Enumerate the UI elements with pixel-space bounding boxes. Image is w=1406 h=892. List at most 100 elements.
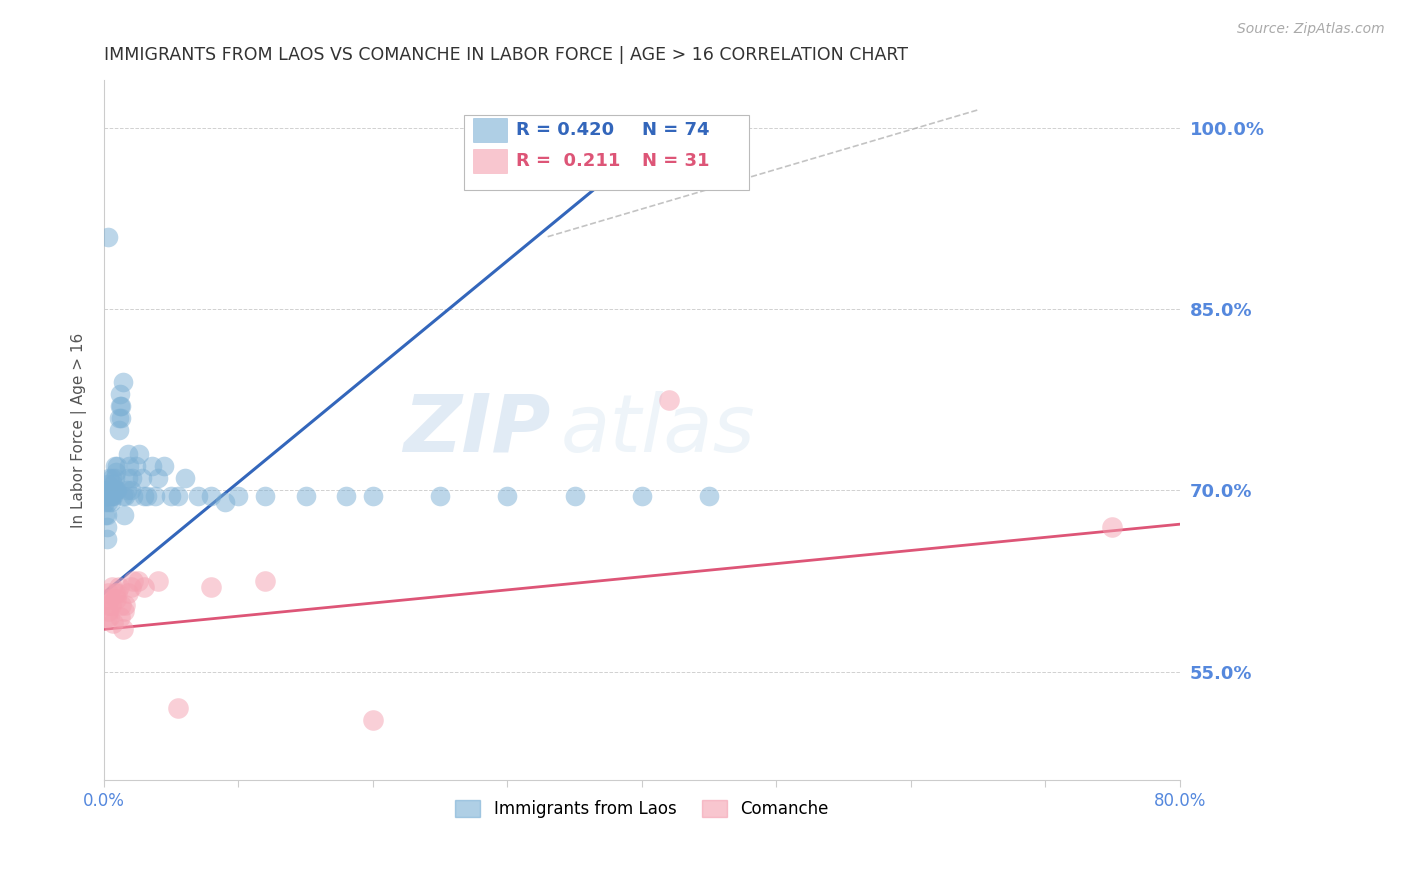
Point bbox=[108, 399, 131, 413]
Point bbox=[98, 483, 121, 498]
Point bbox=[104, 471, 127, 485]
Point bbox=[94, 495, 117, 509]
Point bbox=[117, 586, 139, 600]
Point bbox=[97, 495, 120, 509]
Point bbox=[117, 447, 139, 461]
Point bbox=[167, 701, 190, 715]
Point bbox=[658, 392, 681, 407]
Point bbox=[120, 580, 142, 594]
FancyBboxPatch shape bbox=[472, 149, 508, 173]
Point bbox=[101, 490, 124, 504]
Point bbox=[94, 592, 117, 607]
Point bbox=[1101, 519, 1123, 533]
Point bbox=[97, 229, 120, 244]
Point bbox=[697, 490, 720, 504]
Text: R =  0.211: R = 0.211 bbox=[516, 152, 620, 170]
Point bbox=[103, 477, 125, 491]
Text: Source: ZipAtlas.com: Source: ZipAtlas.com bbox=[1237, 22, 1385, 37]
Point bbox=[173, 471, 195, 485]
Point bbox=[101, 471, 124, 485]
Point bbox=[104, 586, 127, 600]
Point bbox=[115, 483, 138, 498]
Point bbox=[94, 483, 117, 498]
Point bbox=[153, 459, 176, 474]
Point bbox=[110, 411, 132, 425]
Point bbox=[429, 490, 451, 504]
Point bbox=[160, 490, 183, 504]
Point bbox=[96, 610, 118, 624]
Point bbox=[100, 483, 122, 498]
Point bbox=[167, 490, 190, 504]
Point bbox=[105, 465, 128, 479]
Point bbox=[104, 459, 127, 474]
Point bbox=[112, 508, 135, 522]
Point bbox=[228, 490, 250, 504]
Point bbox=[146, 574, 169, 588]
Point bbox=[200, 490, 222, 504]
Point bbox=[103, 490, 125, 504]
Point bbox=[214, 495, 236, 509]
Point bbox=[98, 592, 121, 607]
Y-axis label: In Labor Force | Age > 16: In Labor Force | Age > 16 bbox=[72, 333, 87, 527]
Point bbox=[103, 616, 125, 631]
Point bbox=[118, 459, 141, 474]
Point bbox=[187, 490, 209, 504]
Point bbox=[104, 483, 127, 498]
Point bbox=[100, 495, 122, 509]
Point bbox=[114, 598, 136, 612]
Point bbox=[96, 519, 118, 533]
Point bbox=[496, 490, 519, 504]
Point bbox=[120, 483, 142, 498]
Point bbox=[200, 580, 222, 594]
Point bbox=[94, 490, 117, 504]
Point bbox=[98, 490, 121, 504]
Point bbox=[96, 598, 118, 612]
Point bbox=[117, 471, 139, 485]
Point bbox=[101, 483, 124, 498]
Point bbox=[97, 483, 120, 498]
Text: R = 0.420: R = 0.420 bbox=[516, 121, 614, 139]
Point bbox=[105, 483, 128, 498]
Point bbox=[97, 604, 120, 618]
Text: atlas: atlas bbox=[561, 391, 756, 469]
Text: N = 31: N = 31 bbox=[641, 152, 709, 170]
Point bbox=[254, 490, 277, 504]
Point bbox=[361, 490, 384, 504]
Point bbox=[100, 598, 122, 612]
Point bbox=[112, 604, 135, 618]
Point bbox=[122, 490, 145, 504]
Point bbox=[121, 471, 143, 485]
Point bbox=[125, 459, 148, 474]
Point bbox=[96, 483, 118, 498]
Point bbox=[98, 471, 121, 485]
Point bbox=[114, 490, 136, 504]
Point bbox=[105, 586, 128, 600]
Point bbox=[111, 490, 134, 504]
Point bbox=[94, 508, 117, 522]
Point bbox=[134, 490, 156, 504]
Point bbox=[128, 447, 150, 461]
Point bbox=[134, 580, 156, 594]
Legend: Immigrants from Laos, Comanche: Immigrants from Laos, Comanche bbox=[449, 793, 835, 824]
Point bbox=[101, 580, 124, 594]
Point bbox=[294, 490, 316, 504]
Point bbox=[335, 490, 357, 504]
Point bbox=[564, 490, 586, 504]
Point bbox=[105, 592, 128, 607]
Point bbox=[100, 490, 122, 504]
Point bbox=[136, 490, 159, 504]
Point bbox=[110, 598, 132, 612]
Point bbox=[110, 399, 132, 413]
Point bbox=[107, 411, 129, 425]
Text: N = 74: N = 74 bbox=[641, 121, 709, 139]
Point bbox=[97, 477, 120, 491]
Point bbox=[108, 386, 131, 401]
Text: IMMIGRANTS FROM LAOS VS COMANCHE IN LABOR FORCE | AGE > 16 CORRELATION CHART: IMMIGRANTS FROM LAOS VS COMANCHE IN LABO… bbox=[104, 46, 908, 64]
Point bbox=[254, 574, 277, 588]
Point bbox=[107, 580, 129, 594]
Point bbox=[107, 423, 129, 437]
Point bbox=[141, 459, 163, 474]
FancyBboxPatch shape bbox=[464, 115, 749, 190]
Point bbox=[127, 574, 149, 588]
Point bbox=[97, 490, 120, 504]
